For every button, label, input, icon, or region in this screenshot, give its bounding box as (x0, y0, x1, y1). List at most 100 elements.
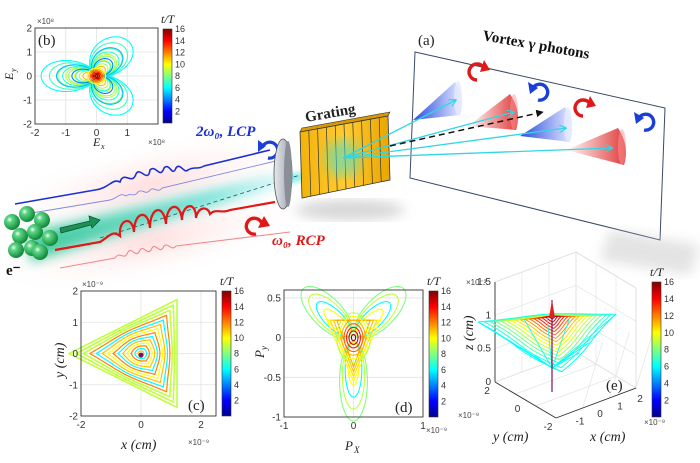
x-tick-label: -1 (61, 128, 70, 139)
grid-line (582, 341, 604, 409)
trajectory-peak (549, 300, 555, 318)
trajectory-line (524, 315, 576, 339)
x-axis-scale: ×10⁸ (148, 138, 165, 147)
colorbar-tick-label: 12 (664, 311, 674, 321)
colorbar-tick-label: 2 (175, 106, 180, 116)
grid-line (608, 331, 630, 399)
x-axis-label: P (344, 438, 353, 453)
grating-groove (317, 128, 320, 195)
z-tick-label: 1.5 (477, 277, 491, 288)
electron-beam (30, 172, 290, 262)
trajectory-line (68, 298, 178, 409)
laser-2w0-label: 2ω₀, LCP (195, 124, 256, 140)
y-axis-label-sub: y (9, 68, 18, 73)
trajectory-line (130, 345, 150, 362)
grating (295, 111, 405, 220)
z-axis-label: z (cm) (462, 315, 477, 351)
x-tick-label: -1 (280, 421, 289, 432)
trajectory-line (537, 315, 565, 329)
colorbar (428, 290, 439, 418)
y-tick-label: -2 (544, 422, 553, 433)
rcp-helicity-icon (573, 96, 596, 118)
trajectory-line (505, 314, 593, 353)
axes-frame (80, 290, 217, 417)
trajectory-line (551, 316, 571, 369)
x-axis-label: x (cm) (589, 430, 626, 445)
colorbar-tick-label: 12 (175, 48, 185, 58)
trajectory-line (82, 309, 174, 398)
x-tick-label: 0 (351, 421, 357, 432)
z-axis-scale: ×10⁻³ (466, 278, 487, 287)
x-tick-label: -2 (31, 128, 40, 139)
grid-line (515, 363, 597, 395)
rcp-helicity-icon (467, 60, 490, 82)
trajectory-line (544, 315, 559, 323)
x-tick-label: -1 (576, 417, 585, 428)
y-tick-label: -0.5 (264, 373, 282, 384)
trajectory-line (515, 315, 584, 346)
grid-line (494, 285, 577, 316)
trajectory-line (126, 342, 153, 365)
trajectory-core (343, 323, 364, 353)
trajectory-line (48, 42, 129, 110)
y-tick-label: 2 (484, 386, 490, 397)
electron-direction-arrow (59, 215, 101, 234)
z-tick-label: 0.5 (477, 344, 491, 355)
trajectory-line (95, 319, 168, 388)
trajectory-line (483, 313, 612, 369)
colorbar-tick-label: 10 (234, 333, 244, 343)
lcp-helicity-icon (260, 140, 280, 160)
colorbar-tick-label: 16 (441, 286, 451, 296)
colorbar-label: t/T (161, 12, 176, 26)
colorbar-tick-label: 4 (175, 95, 180, 105)
x-tick-label: -2 (77, 420, 86, 431)
grating-groove (308, 130, 312, 197)
y-axis-line (494, 381, 557, 419)
laser-2w0-lcp (14, 140, 281, 216)
x-tick-label: 0 (597, 409, 603, 420)
colorbar (162, 28, 173, 124)
colorbar-tick-label: 14 (664, 294, 674, 304)
x-axis-label: E (92, 135, 101, 149)
colorbar-tick-label: 8 (664, 345, 669, 355)
colorbar-tick-label: 6 (664, 362, 669, 372)
grid-line (494, 251, 577, 283)
colorbar-tick-label: 14 (175, 36, 185, 46)
colorbar-tick-label: 6 (234, 364, 239, 374)
lens (273, 138, 293, 210)
x-tick-label: 2 (637, 394, 643, 405)
colorbar-tick-label: 16 (175, 24, 185, 34)
trajectory-line (523, 319, 553, 369)
trajectory-core (341, 319, 366, 356)
y-tick-label: 1 (26, 48, 32, 59)
x-tick-label: 0 (138, 420, 144, 431)
colorbar-tick-label: 8 (441, 349, 446, 359)
colorbar-tick-label: 12 (234, 317, 244, 327)
trajectory-core (86, 67, 107, 85)
trajectory-line (478, 321, 553, 369)
y-axis-scale: ×10⁻⁹ (82, 280, 103, 289)
trajectory-line (520, 315, 580, 343)
y-tick-label: -1 (69, 380, 78, 391)
colorbar-tick-label: 6 (441, 365, 446, 375)
trajectory-core (89, 70, 104, 82)
propagation-axis (389, 109, 544, 147)
x-tick-label: 2 (198, 420, 204, 431)
colorbar-tick-label: 10 (664, 328, 674, 338)
colorbar-scale: ×10⁻⁹ (426, 426, 447, 435)
trajectory-core (94, 74, 99, 78)
y-axis-label: E (2, 72, 16, 81)
panel-label-e: (e) (606, 378, 623, 394)
y-axis-label: P (252, 350, 267, 359)
trajectory-line (117, 335, 158, 372)
chart-panel-d: -1 0 10.50-0.5-1(d)P XPy×10⁻⁹t/T16141210864… (252, 274, 451, 455)
colorbar-label: t/T (427, 274, 442, 288)
trajectory-core (92, 72, 101, 80)
colorbar-tick-label: 16 (664, 277, 674, 287)
grid-line (575, 251, 637, 289)
panel-label-d: (d) (395, 400, 413, 416)
x-tick-label: 1 (617, 402, 623, 413)
y-tick-label: 0 (275, 333, 281, 344)
trajectory-core (338, 315, 369, 360)
